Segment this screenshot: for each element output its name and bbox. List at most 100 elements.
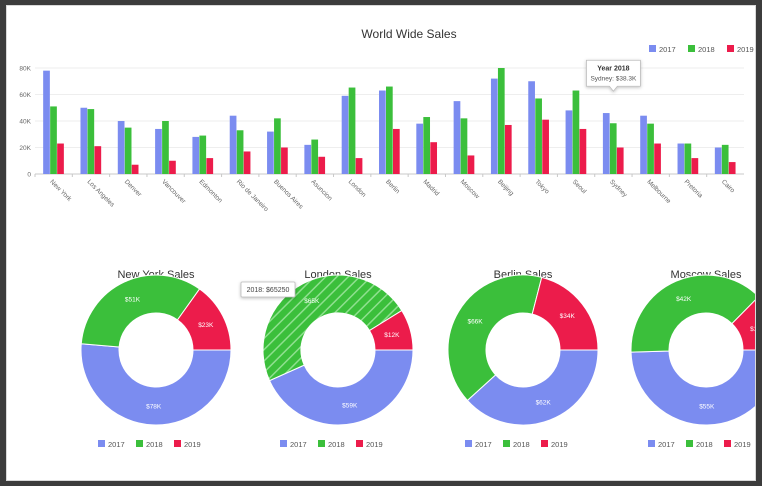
bar-2017[interactable]: [117, 121, 125, 174]
bar-2019[interactable]: [393, 128, 400, 174]
slice-2019[interactable]: [731, 295, 762, 351]
bar-2017[interactable]: [640, 115, 647, 174]
legend-swatch-2019[interactable]: [174, 440, 181, 447]
bar-2019[interactable]: [504, 124, 512, 174]
legend-swatch-2019[interactable]: [356, 440, 363, 447]
bar-2018[interactable]: [124, 127, 132, 174]
bar-2018[interactable]: [386, 86, 393, 174]
slice-2018[interactable]: [630, 274, 760, 353]
bar-2018[interactable]: [236, 130, 244, 174]
bar-group: Beijing: [482, 68, 515, 197]
slice-label: $14K: [750, 326, 755, 333]
bar-2019[interactable]: [728, 162, 736, 174]
slice-2018[interactable]: [447, 274, 543, 402]
bar-2019[interactable]: [430, 142, 438, 174]
slice-2018[interactable]: [262, 274, 403, 382]
bar-2017[interactable]: [453, 101, 461, 174]
slice-2017[interactable]: [80, 343, 232, 426]
legend-swatch-2019[interactable]: [541, 440, 548, 447]
bar-group: Vancouver: [146, 121, 187, 206]
bar-2018[interactable]: [162, 121, 169, 174]
tooltip-box: [585, 59, 641, 92]
legend-swatch-2018[interactable]: [686, 440, 693, 447]
slice-2017[interactable]: [630, 349, 762, 426]
slice-2019[interactable]: [368, 309, 414, 351]
bar-2019[interactable]: [206, 158, 214, 174]
slice-2019[interactable]: [176, 288, 232, 351]
bar-2019[interactable]: [654, 143, 661, 174]
legend-swatch-2019[interactable]: [724, 440, 731, 447]
bar-2019[interactable]: [467, 155, 475, 174]
slice-2017[interactable]: [268, 349, 414, 426]
legend-swatch-2017[interactable]: [648, 440, 655, 447]
bar-2018[interactable]: [199, 135, 207, 174]
legend-swatch-2018[interactable]: [136, 440, 143, 447]
tooltip-text: Sydney: $38.3K: [590, 75, 637, 82]
bar-2018[interactable]: [87, 109, 95, 174]
bar-2018[interactable]: [348, 87, 356, 174]
bar-2017[interactable]: [341, 95, 349, 174]
bar-2018[interactable]: [274, 118, 281, 174]
bar-2018[interactable]: [50, 106, 57, 174]
bar-2018[interactable]: [497, 68, 505, 174]
bar-2018[interactable]: [609, 123, 617, 174]
sales-dashboard-canvas: World Wide Sales 2017 2018 2019 0 20K 40K 60K 80…: [19, 27, 762, 449]
bar-2017[interactable]: [80, 107, 88, 174]
bar-2017[interactable]: [565, 110, 573, 174]
slice-2019[interactable]: [531, 276, 599, 351]
legend-swatch-2017[interactable]: [465, 440, 472, 447]
bar-2019[interactable]: [131, 164, 139, 174]
bar-2017[interactable]: [602, 113, 610, 174]
legend-swatch-2017[interactable]: [98, 440, 105, 447]
bar-2017[interactable]: [192, 136, 200, 174]
slice-2018[interactable]: [80, 274, 201, 348]
bar-2017[interactable]: [714, 147, 722, 175]
bar-2017[interactable]: [155, 128, 162, 174]
bar-2018[interactable]: [647, 123, 654, 174]
bar-2019[interactable]: [169, 160, 176, 174]
bar-2019[interactable]: [616, 147, 624, 175]
x-tick-label: Tokyo: [533, 178, 550, 195]
slice-2017[interactable]: [466, 349, 599, 426]
bar-2017[interactable]: [677, 143, 685, 174]
bar-2017[interactable]: [379, 90, 386, 174]
x-tick-label: New York: [48, 178, 73, 203]
bar-2019[interactable]: [355, 158, 363, 174]
bar-2017[interactable]: [304, 144, 312, 174]
bar-2018[interactable]: [572, 90, 580, 174]
bar-2019[interactable]: [243, 151, 251, 174]
bar-2018[interactable]: [721, 144, 729, 174]
legend-swatch-2018[interactable]: [688, 45, 695, 52]
slice-label: $78K: [146, 403, 162, 410]
y-tick-label: 40K: [19, 119, 31, 126]
bar-2019[interactable]: [318, 156, 326, 174]
bar-2018[interactable]: [311, 139, 319, 174]
bar-2017[interactable]: [490, 78, 498, 174]
bar-2017[interactable]: [528, 81, 535, 174]
bar-2017[interactable]: [229, 115, 237, 174]
bar-2019[interactable]: [542, 119, 549, 174]
legend-swatch-2017[interactable]: [649, 45, 656, 52]
legend-swatch-2018[interactable]: [318, 440, 325, 447]
bar-2018[interactable]: [535, 98, 542, 174]
legend-swatch-2017[interactable]: [280, 440, 287, 447]
bar-2017[interactable]: [267, 131, 274, 174]
legend-swatch-2019[interactable]: [727, 45, 734, 52]
bar-2019[interactable]: [281, 147, 288, 175]
bar-group: Denver: [109, 121, 143, 199]
chart-title: World Wide Sales: [361, 27, 456, 41]
legend-swatch-2018[interactable]: [503, 440, 510, 447]
legend-label-2018: 2018: [513, 440, 530, 449]
bar-2017[interactable]: [416, 123, 424, 174]
bar-2018[interactable]: [684, 143, 692, 174]
legend-label-2018: 2018: [146, 440, 163, 449]
bar-2019[interactable]: [57, 143, 64, 174]
bar-2019[interactable]: [691, 158, 699, 174]
bar-2019[interactable]: [579, 128, 587, 174]
bar-2017[interactable]: [43, 70, 50, 174]
bar-2018[interactable]: [423, 117, 431, 174]
bar-2019[interactable]: [94, 146, 102, 174]
bar-2018[interactable]: [460, 118, 468, 174]
